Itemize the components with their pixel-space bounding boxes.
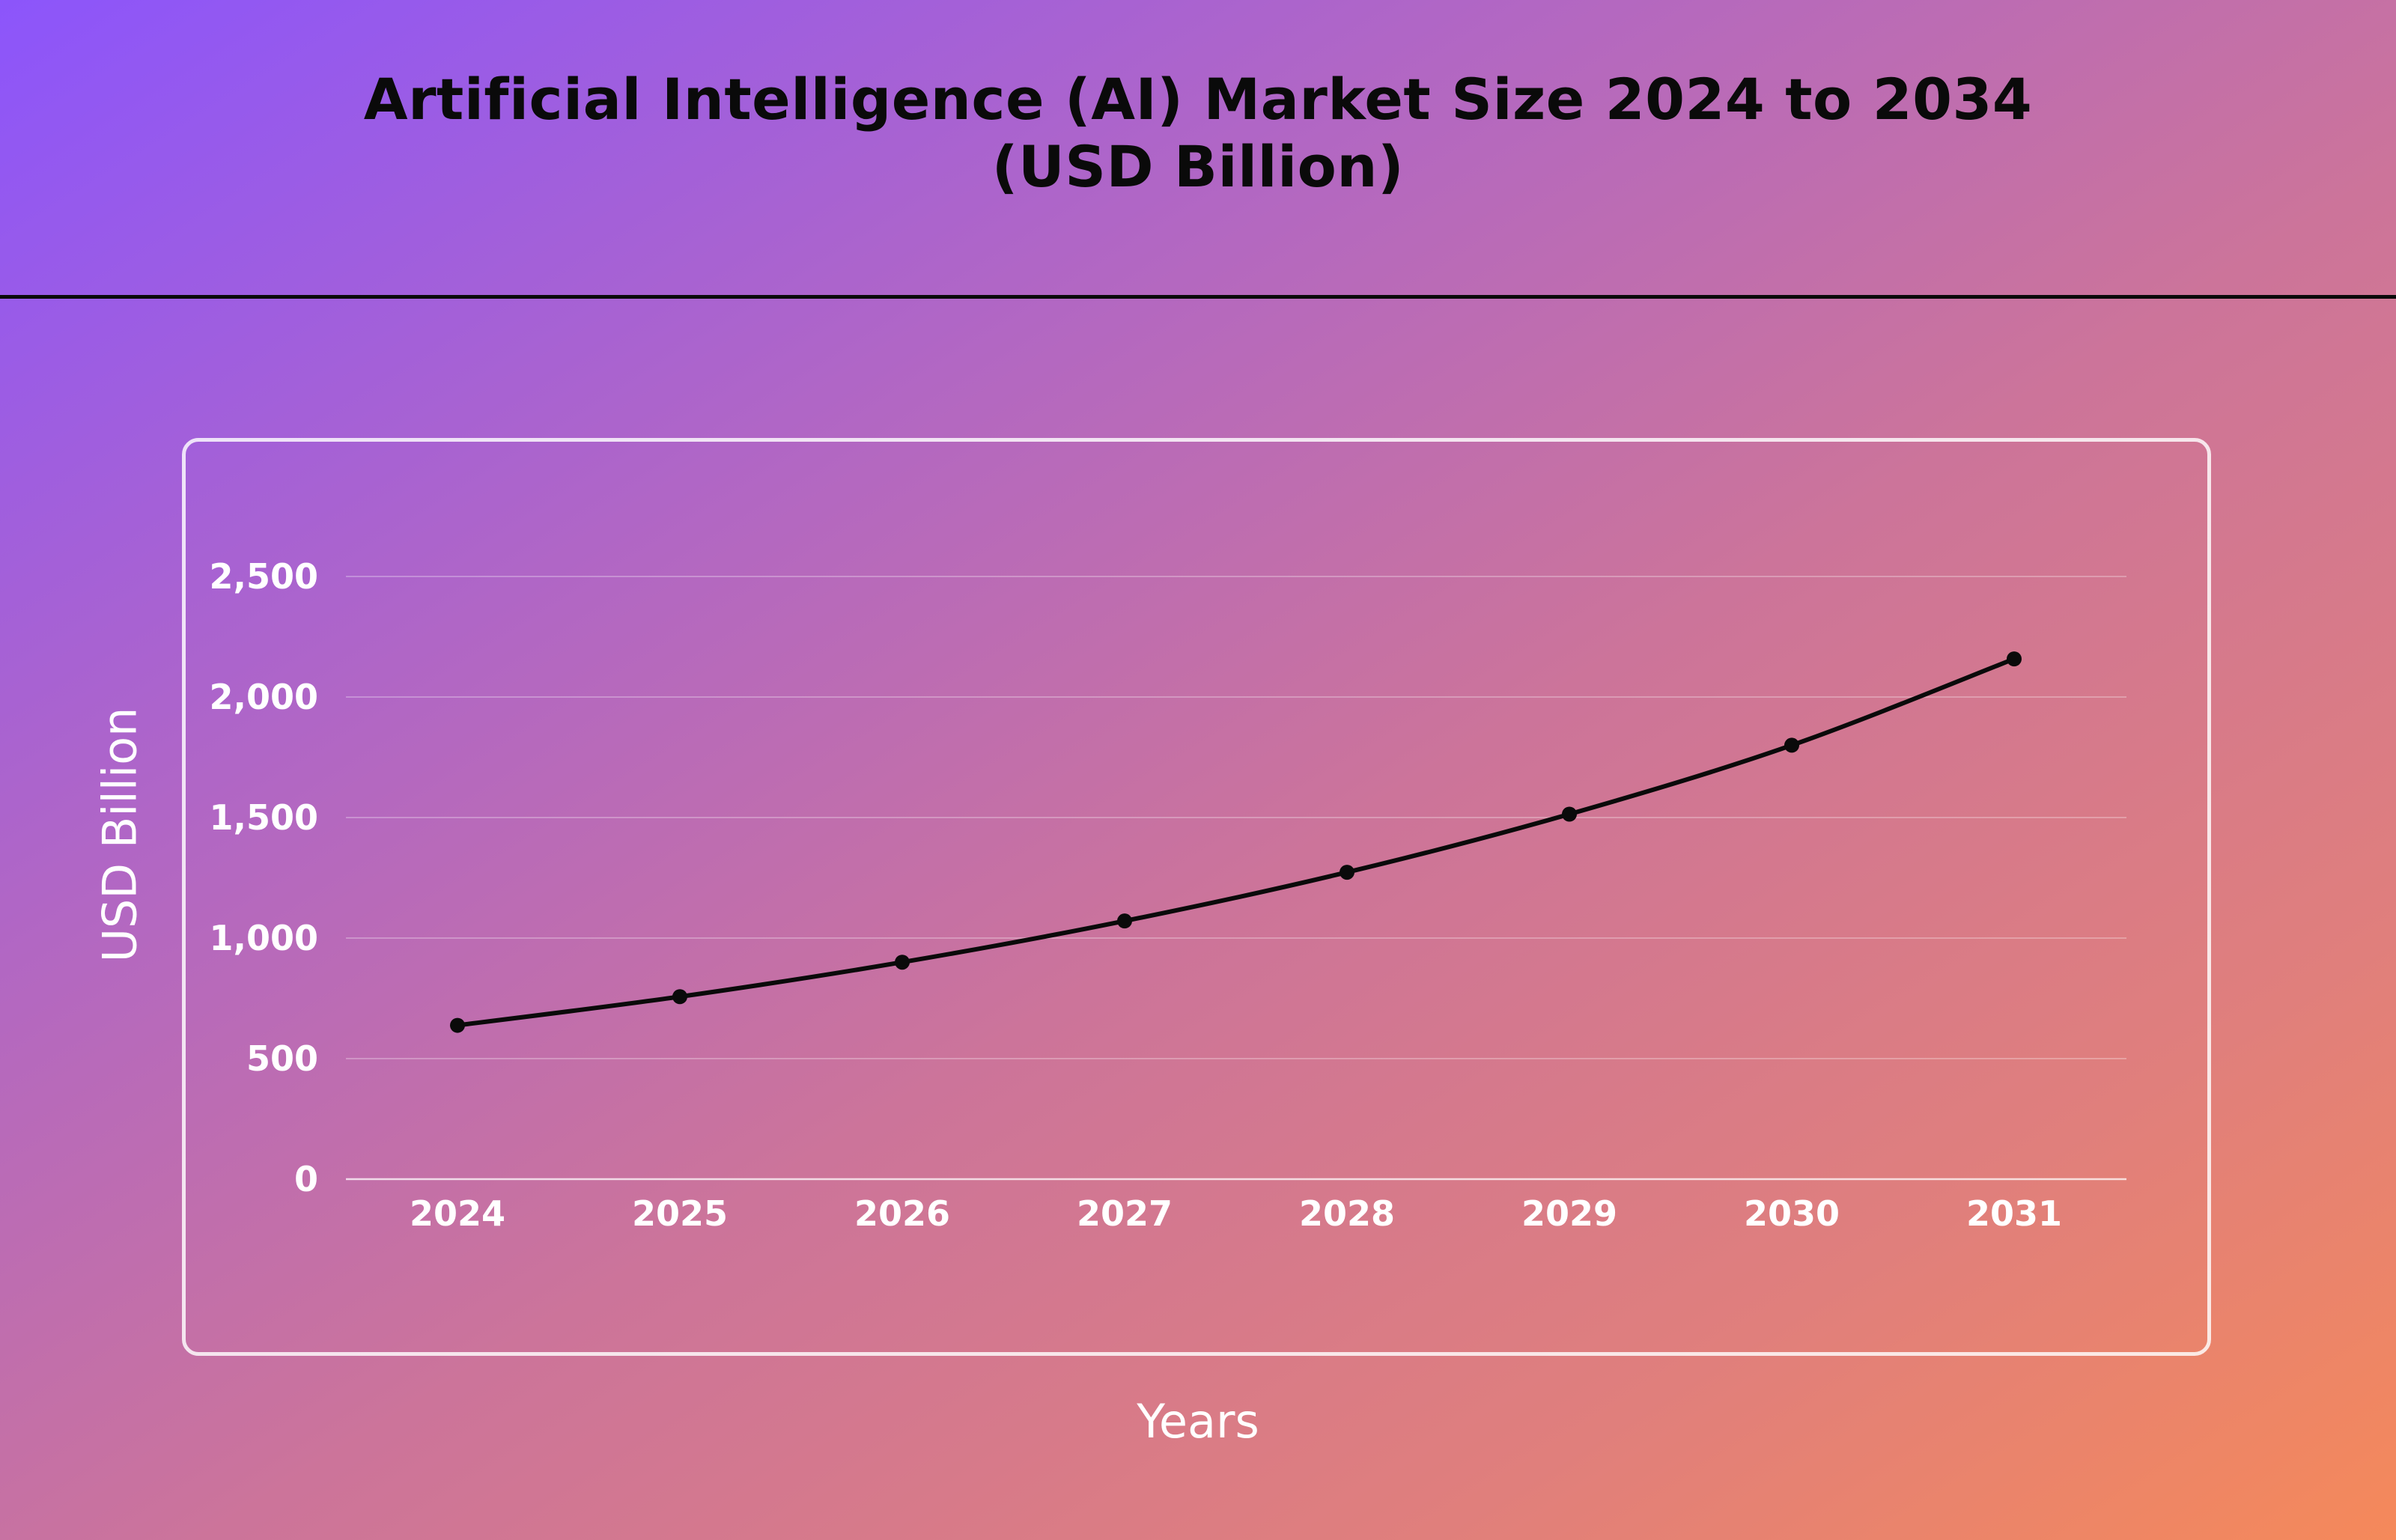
y-tick-label: 1,000 bbox=[209, 918, 318, 958]
data-point bbox=[1340, 865, 1354, 880]
x-tick-label: 2026 bbox=[854, 1193, 950, 1234]
data-point bbox=[2007, 651, 2022, 667]
x-axis-title: Years bbox=[1137, 1394, 1259, 1449]
y-tick-label: 500 bbox=[246, 1038, 318, 1079]
y-axis-label: USD Billion bbox=[92, 707, 148, 963]
chart-panel bbox=[182, 438, 2211, 1356]
header-divider bbox=[0, 295, 2396, 299]
x-tick-label: 2030 bbox=[1744, 1193, 1840, 1234]
data-point bbox=[895, 955, 910, 970]
chart-title-line-1: Artificial Intelligence (AI) Market Size… bbox=[363, 66, 2033, 133]
series-line bbox=[455, 657, 2016, 1028]
data-point bbox=[672, 989, 687, 1005]
x-tick-label: 2031 bbox=[1966, 1193, 2062, 1234]
data-point bbox=[1562, 806, 1577, 822]
y-tick-label: 2,000 bbox=[209, 677, 318, 717]
data-point bbox=[1784, 737, 1799, 753]
x-tick-label: 2029 bbox=[1521, 1193, 1617, 1234]
chart-title: Artificial Intelligence (AI) Market Size… bbox=[0, 66, 2396, 201]
y-tick-label: 2,500 bbox=[209, 556, 318, 597]
x-tick-label: 2024 bbox=[410, 1193, 505, 1234]
data-point bbox=[1117, 913, 1132, 929]
x-tick-label: 2025 bbox=[632, 1193, 728, 1234]
y-tick-label: 0 bbox=[294, 1159, 318, 1199]
y-tick-label: 1,500 bbox=[209, 797, 318, 838]
chart-title-line-2: (USD Billion) bbox=[991, 133, 1405, 200]
x-tick-label: 2028 bbox=[1299, 1193, 1395, 1234]
data-point bbox=[450, 1017, 465, 1033]
x-tick-label: 2027 bbox=[1077, 1193, 1173, 1234]
